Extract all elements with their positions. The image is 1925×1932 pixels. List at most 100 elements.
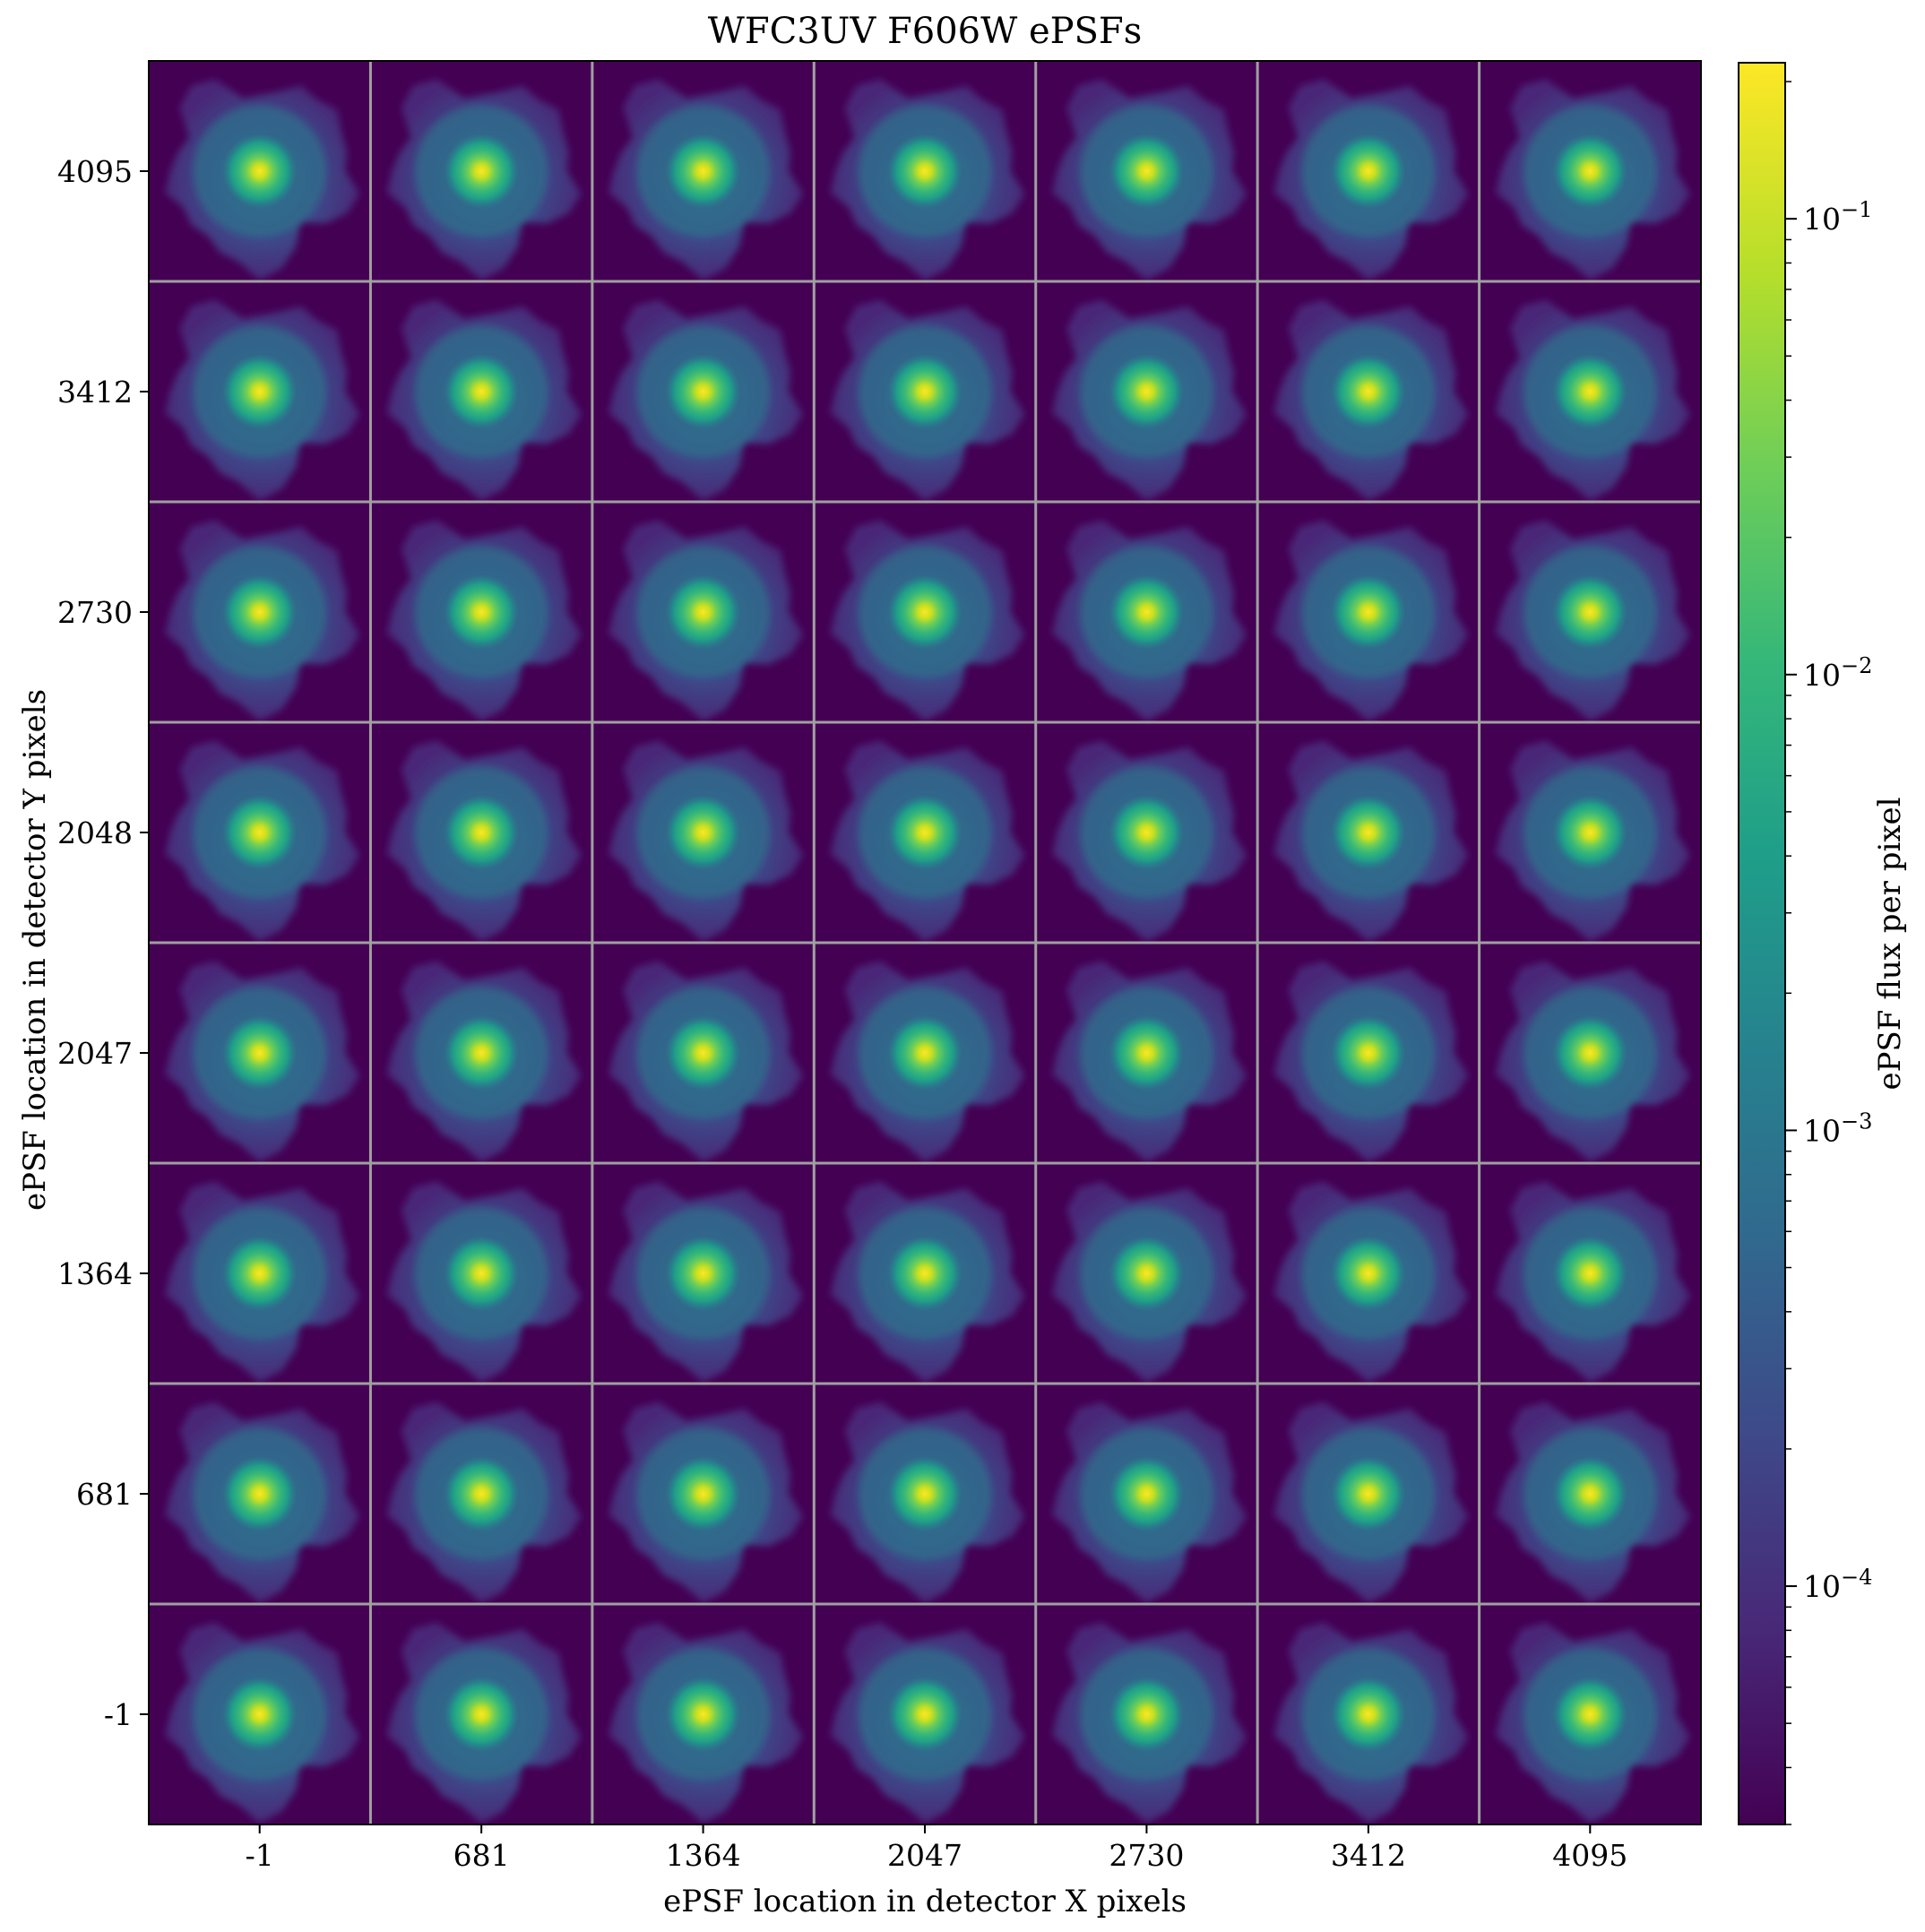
epsf-core (1330, 1235, 1406, 1312)
epsf-core (221, 353, 298, 430)
epsf-cell (609, 79, 803, 280)
epsf-core (886, 133, 963, 210)
epsf-core (1330, 574, 1406, 651)
x-tick-label: 1364 (666, 1838, 741, 1873)
epsf-cell (386, 740, 582, 942)
epsf-cell (609, 1402, 803, 1603)
colorbar-label: ePSF flux per pixel (1872, 797, 1908, 1090)
epsf-core (886, 1455, 963, 1532)
epsf-cell (1052, 520, 1247, 721)
x-axis-label: ePSF location in detector X pixels (663, 1884, 1187, 1919)
y-tick-label: 3412 (57, 375, 133, 410)
epsf-cell (1273, 1402, 1469, 1603)
epsf-core (1552, 574, 1628, 651)
epsf-cell (1273, 520, 1469, 721)
y-tick-label: 4095 (57, 154, 133, 189)
epsf-core (221, 794, 298, 871)
epsf-core (1330, 1014, 1406, 1091)
epsf-cell (609, 1181, 803, 1383)
plot-area (148, 60, 1702, 1825)
epsf-core (1109, 794, 1185, 871)
epsf-cell (830, 1181, 1025, 1383)
epsf-cell (386, 961, 582, 1162)
epsf-cell (1273, 299, 1469, 501)
epsf-cell (1273, 740, 1469, 942)
x-tick-label: 4095 (1552, 1838, 1627, 1873)
epsf-core (1109, 1676, 1185, 1753)
epsf-cell (1496, 299, 1690, 501)
epsf-core (1552, 133, 1628, 210)
x-tick-label: 2730 (1109, 1838, 1184, 1873)
epsf-cell (609, 961, 803, 1162)
epsf-cell (830, 961, 1025, 1162)
epsf-core (1330, 1676, 1406, 1753)
epsf-cell (1496, 1622, 1690, 1824)
epsf-cell (1496, 740, 1690, 942)
epsf-core (665, 1014, 741, 1091)
epsf-cell (1273, 961, 1469, 1162)
epsf-cell (830, 520, 1025, 721)
epsf-cell (165, 1181, 360, 1383)
epsf-cell (1496, 961, 1690, 1162)
epsf-core (1109, 1455, 1185, 1532)
epsf-core (1330, 133, 1406, 210)
epsf-cell (830, 740, 1025, 942)
y-tick-label: 681 (76, 1477, 133, 1512)
epsf-core (1109, 133, 1185, 210)
x-tick-label: 3412 (1331, 1838, 1406, 1873)
epsf-cell (609, 1622, 803, 1824)
y-axis-ticks: 4095 3412 2730 2048 2047 1364 681 -1 (57, 154, 149, 1732)
epsf-core (665, 133, 741, 210)
epsf-cell (165, 79, 360, 280)
epsf-cell (386, 1402, 582, 1603)
y-tick-label: 2730 (57, 595, 133, 630)
epsf-cell (165, 961, 360, 1162)
epsf-cell (830, 1402, 1025, 1603)
epsf-cell (609, 520, 803, 721)
epsf-cell (830, 299, 1025, 501)
epsf-cell (165, 520, 360, 721)
epsf-core (221, 1676, 298, 1753)
epsf-cell (609, 299, 803, 501)
epsf-cell (386, 1622, 582, 1824)
epsf-cell (1052, 1181, 1247, 1383)
epsf-core (1109, 574, 1185, 651)
colorbar-tick-label: 10−4 (1803, 1565, 1872, 1604)
epsf-core (1552, 1014, 1628, 1091)
epsf-core (1109, 1235, 1185, 1312)
epsf-core (221, 1235, 298, 1312)
epsf-core (221, 1014, 298, 1091)
y-tick-label: -1 (104, 1697, 133, 1732)
colorbar-tick-label: 10−3 (1803, 1108, 1872, 1148)
x-tick-label: -1 (246, 1838, 274, 1873)
epsf-core (886, 1676, 963, 1753)
colorbar: 10−1 10−2 10−3 10−4 (1738, 62, 1872, 1825)
epsf-cell (1496, 1402, 1690, 1603)
y-tick-label: 1364 (57, 1256, 133, 1291)
epsf-core (444, 794, 520, 871)
epsf-core (886, 353, 963, 430)
epsf-core (665, 794, 741, 871)
y-axis-label: ePSF location in detector Y pixels (17, 689, 53, 1211)
epsf-cell (609, 740, 803, 942)
epsf-cell (1052, 1402, 1247, 1603)
epsf-cell (1496, 520, 1690, 721)
x-tick-label: 681 (453, 1838, 510, 1873)
chart-title: WFC3UV F606W ePSFs (708, 11, 1142, 52)
epsf-cell (830, 79, 1025, 280)
epsf-cell (1273, 1181, 1469, 1383)
epsf-core (1552, 794, 1628, 871)
epsf-core (886, 794, 963, 871)
epsf-core (221, 574, 298, 651)
epsf-core (444, 1014, 520, 1091)
epsf-core (444, 574, 520, 651)
epsf-core (665, 1455, 741, 1532)
epsf-cell (1273, 1622, 1469, 1824)
epsf-cell (386, 299, 582, 501)
epsf-cell (165, 1622, 360, 1824)
epsf-core (221, 1455, 298, 1532)
epsf-core (1552, 353, 1628, 430)
epsf-cell (1052, 1622, 1247, 1824)
epsf-cell (1496, 1181, 1690, 1383)
